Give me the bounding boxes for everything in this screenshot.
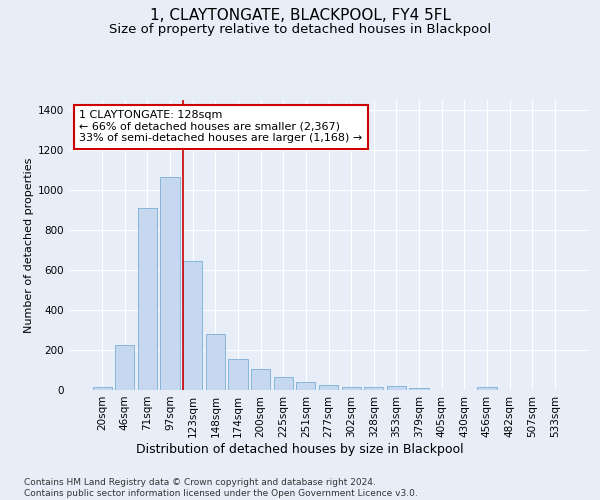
Bar <box>341 387 361 390</box>
Bar <box>115 345 134 390</box>
Y-axis label: Number of detached properties: Number of detached properties <box>24 158 34 332</box>
Bar <box>387 386 406 390</box>
Bar <box>319 384 338 390</box>
Bar <box>206 334 225 390</box>
Text: Distribution of detached houses by size in Blackpool: Distribution of detached houses by size … <box>136 442 464 456</box>
Bar <box>160 177 180 390</box>
Bar <box>274 377 293 390</box>
Bar <box>183 261 202 390</box>
Bar <box>477 387 497 390</box>
Bar <box>251 369 270 390</box>
Bar <box>409 388 428 390</box>
Bar <box>296 382 316 390</box>
Bar <box>364 387 383 390</box>
Text: 1 CLAYTONGATE: 128sqm
← 66% of detached houses are smaller (2,367)
33% of semi-d: 1 CLAYTONGATE: 128sqm ← 66% of detached … <box>79 110 362 144</box>
Bar <box>138 208 157 390</box>
Bar <box>92 387 112 390</box>
Text: Size of property relative to detached houses in Blackpool: Size of property relative to detached ho… <box>109 22 491 36</box>
Text: Contains HM Land Registry data © Crown copyright and database right 2024.
Contai: Contains HM Land Registry data © Crown c… <box>24 478 418 498</box>
Text: 1, CLAYTONGATE, BLACKPOOL, FY4 5FL: 1, CLAYTONGATE, BLACKPOOL, FY4 5FL <box>149 8 451 22</box>
Bar <box>229 359 248 390</box>
